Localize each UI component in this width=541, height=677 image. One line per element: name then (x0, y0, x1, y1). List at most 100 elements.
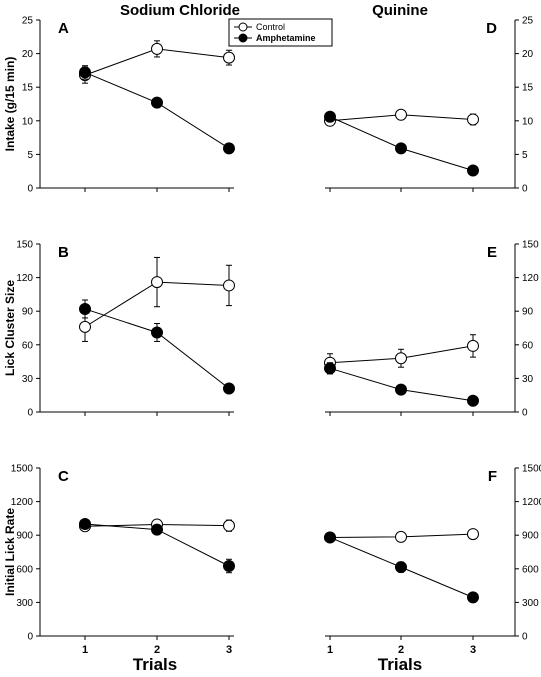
data-point (467, 591, 479, 604)
y-tick-label: 0 (27, 408, 33, 419)
panel-a: 0 5 10 15 20 25 A Intake (g/15 min) (3, 16, 235, 195)
y-axis-title: Intake (g/15 min) (3, 57, 17, 152)
y-tick-label: 600 (16, 564, 33, 575)
y-tick-label: 0 (522, 408, 528, 419)
y-tick-label: 300 (522, 598, 539, 609)
legend-box (228, 18, 333, 47)
y-tick-label: 0 (522, 184, 528, 195)
data-point (324, 110, 336, 123)
data-point (395, 561, 407, 574)
y-tick-label: 30 (522, 374, 534, 385)
x-tick-label: 2 (398, 644, 404, 656)
series-line (84, 308, 230, 389)
legend: Control Amphetamine (228, 18, 333, 47)
series-line (84, 71, 230, 149)
y-tick-label: 25 (22, 16, 34, 27)
legend-label-amphetamine: Amphetamine (256, 33, 316, 43)
y-axis-title: Lick Cluster Size (3, 280, 17, 376)
y-tick-label: 0 (27, 632, 33, 643)
panel-e: 0 30 60 90 120 150 E (324, 240, 539, 419)
data-point (223, 279, 235, 292)
data-point (223, 51, 235, 64)
y-tick-label: 1200 (11, 497, 34, 508)
data-point (151, 276, 163, 289)
y-tick-label: 120 (16, 273, 33, 284)
data-point (467, 164, 479, 177)
panel-letter: D (486, 20, 497, 37)
series-amphetamine (79, 518, 235, 574)
data-point (151, 96, 163, 109)
y-tick-label: 900 (16, 531, 33, 542)
data-point (151, 523, 163, 536)
data-point (79, 320, 91, 333)
panel-c: 0 300 600 900 1200 1500 1 2 3 C Initial Lick Rate (3, 464, 235, 656)
data-point (324, 531, 336, 544)
series-amphetamine (79, 299, 235, 395)
y-tick-label: 150 (522, 240, 539, 251)
series-amphetamine (324, 362, 479, 407)
series-control (324, 334, 479, 373)
series-control (324, 528, 479, 544)
y-tick-label: 300 (16, 598, 33, 609)
y-tick-label: 15 (22, 83, 34, 94)
x-tick-label: 2 (154, 644, 160, 656)
y-tick-label: 600 (522, 564, 539, 575)
y-tick-label: 30 (22, 374, 34, 385)
y-tick-label: 90 (22, 307, 34, 318)
series-amphetamine (324, 531, 479, 604)
data-point (223, 382, 235, 395)
series-control (79, 40, 235, 84)
y-tick-label: 5 (27, 150, 33, 161)
y-tick-label: 20 (22, 49, 34, 60)
data-point (467, 113, 479, 126)
data-point (467, 394, 479, 407)
y-tick-label: 1200 (522, 497, 541, 508)
series-control (79, 256, 235, 342)
column-title-sodium-chloride: Sodium Chloride (120, 2, 240, 19)
data-point (223, 142, 235, 155)
data-point (395, 142, 407, 155)
data-point (467, 339, 479, 352)
series-amphetamine (79, 65, 235, 155)
y-tick-label: 1500 (522, 464, 541, 475)
panel-letter: E (487, 244, 497, 261)
data-point (395, 352, 407, 365)
data-point (467, 528, 479, 541)
data-point (223, 519, 235, 532)
y-tick-label: 90 (522, 307, 534, 318)
x-axis-title-right: Trials (378, 655, 422, 674)
panel-f: 0 300 600 900 1200 1500 1 2 3 F (324, 464, 541, 656)
data-point (151, 42, 163, 55)
data-point (151, 326, 163, 339)
y-tick-label: 60 (522, 340, 534, 351)
panel-b: 0 30 60 90 120 150 B Lick Cluster Size (3, 240, 235, 419)
y-axis-title: Initial Lick Rate (3, 508, 17, 596)
legend-marker-control (238, 22, 248, 32)
y-tick-label: 120 (522, 273, 539, 284)
data-point (324, 362, 336, 375)
panel-letter: B (58, 244, 69, 261)
data-point (395, 530, 407, 543)
y-tick-label: 20 (522, 49, 534, 60)
y-tick-label: 5 (522, 150, 528, 161)
panel-letter: C (58, 468, 69, 485)
y-tick-label: 10 (522, 116, 534, 127)
x-tick-label: 3 (470, 644, 476, 656)
series-control (324, 108, 479, 127)
y-tick-label: 25 (522, 16, 534, 27)
panel-letter: A (58, 20, 69, 37)
y-tick-label: 15 (522, 83, 534, 94)
data-point (395, 383, 407, 396)
panel-letter: F (488, 468, 497, 485)
column-title-quinine: Quinine (372, 2, 428, 19)
y-tick-label: 60 (22, 340, 34, 351)
series-amphetamine (324, 110, 479, 177)
data-point (79, 302, 91, 315)
y-tick-label: 900 (522, 531, 539, 542)
x-tick-label: 3 (226, 644, 232, 656)
legend-marker-amphetamine (238, 33, 248, 43)
legend-label-control: Control (256, 22, 285, 32)
data-point (79, 66, 91, 79)
panel-d: 0 5 10 15 20 25 D (324, 16, 534, 195)
